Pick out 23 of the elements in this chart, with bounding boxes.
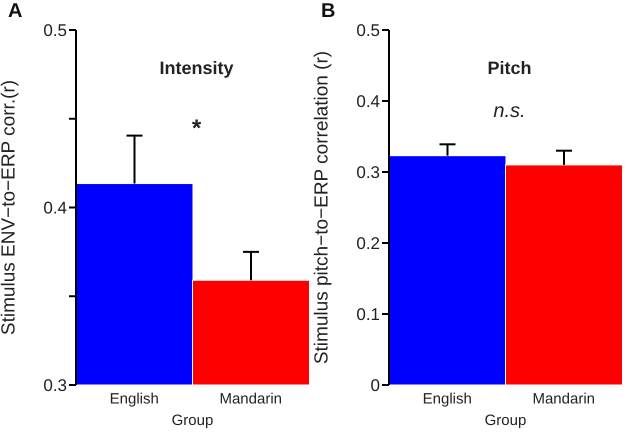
y-axis-title: Stimulus ENV−to−ERP corr.(r) [0,80,20,336]
y-tick-label: 0.5 [43,21,67,40]
y-tick-label: 0.3 [356,163,380,182]
y-axis-title: Stimulus pitch−to−ERP correlation (r) [312,50,333,364]
text: B [321,0,336,23]
text: Intensity [158,58,234,79]
y-tick-label: 0.1 [356,305,380,324]
x-axis-title: Group [172,412,214,429]
y-tick-label: 0.4 [356,92,380,112]
text: Pitch [486,58,532,79]
x-axis-title: Group [484,412,526,429]
x-tick-label: English [422,390,472,408]
y-tick-label: 0.4 [43,198,67,218]
y-tick-label: 0.5 [356,21,380,40]
text: A [8,0,22,23]
x-tick-label: Mandarin [219,390,282,408]
y-tick-label: 0.3 [43,376,67,396]
y-tick-label: 0.2 [356,234,380,254]
y-tick-label: 0 [370,376,380,396]
x-tick-label: English [110,390,159,408]
x-tick-label: Mandarin [532,390,596,408]
annotation: * [190,115,202,143]
annotation: n.s. [492,100,527,123]
